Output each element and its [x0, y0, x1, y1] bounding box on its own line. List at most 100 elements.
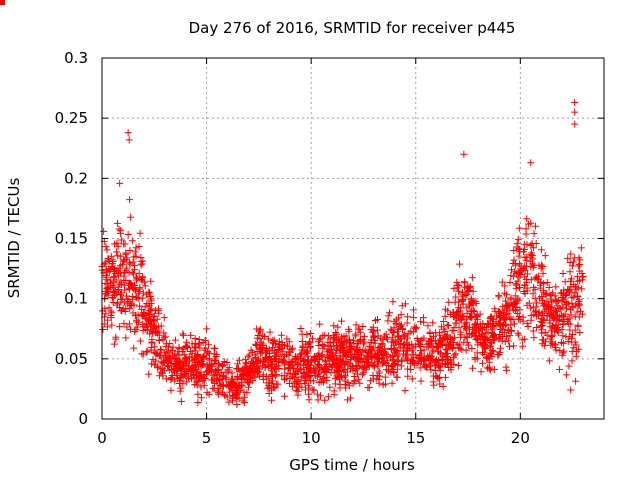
data-point: [417, 377, 425, 385]
data-points: [0, 0, 587, 409]
data-point: [482, 334, 490, 342]
data-point: [137, 275, 145, 283]
data-point: [176, 374, 184, 382]
data-point: [191, 339, 199, 347]
data-point: [245, 368, 253, 376]
data-point: [485, 352, 493, 360]
data-point: [506, 278, 514, 286]
data-point: [112, 276, 120, 284]
data-point: [468, 313, 476, 321]
data-point: [575, 254, 583, 262]
data-point: [454, 287, 462, 295]
data-point: [296, 351, 304, 359]
data-point: [124, 231, 132, 239]
data-point: [413, 360, 421, 368]
data-point: [564, 316, 572, 324]
data-point: [572, 377, 580, 385]
data-point: [490, 365, 498, 373]
data-point: [360, 332, 368, 340]
data-point: [116, 179, 124, 187]
data-point: [426, 330, 434, 338]
data-point: [443, 336, 451, 344]
data-point: [136, 337, 144, 345]
data-point: [539, 315, 547, 323]
data-point: [547, 338, 555, 346]
data-point: [387, 345, 395, 353]
data-point: [401, 330, 409, 338]
data-point: [543, 278, 551, 286]
data-point: [320, 342, 328, 350]
data-point: [120, 320, 128, 328]
data-point: [135, 243, 143, 251]
data-point: [130, 270, 138, 278]
data-point: [253, 348, 261, 356]
data-point: [389, 298, 397, 306]
data-point: [427, 366, 435, 374]
data-point: [377, 334, 385, 342]
data-point: [179, 380, 187, 388]
data-point: [215, 387, 223, 395]
data-point: [428, 342, 436, 350]
data-point: [555, 305, 563, 313]
data-point: [529, 263, 537, 271]
data-point: [268, 373, 276, 381]
data-point: [547, 341, 555, 349]
data-point: [294, 360, 302, 368]
data-point: [365, 383, 373, 391]
data-point: [145, 302, 153, 310]
data-point: [298, 330, 306, 338]
data-point: [480, 343, 488, 351]
data-point: [529, 290, 537, 298]
data-point: [183, 359, 191, 367]
data-point: [289, 364, 297, 372]
y-tick-label: 0.1: [64, 290, 88, 308]
data-point: [573, 292, 581, 300]
data-point: [521, 266, 529, 274]
data-point: [301, 386, 309, 394]
data-point: [480, 350, 488, 358]
data-point: [392, 320, 400, 328]
data-point: [110, 340, 118, 348]
data-point: [532, 307, 540, 315]
data-point: [351, 354, 359, 362]
data-point: [555, 317, 563, 325]
data-point: [348, 363, 356, 371]
data-point: [103, 246, 111, 254]
data-point: [291, 353, 299, 361]
data-point: [513, 243, 521, 251]
data-point: [543, 290, 551, 298]
data-point: [128, 237, 136, 245]
data-point: [271, 372, 279, 380]
data-point: [214, 377, 222, 385]
data-point: [268, 386, 276, 394]
data-point: [214, 389, 222, 397]
data-point: [165, 362, 173, 370]
data-point: [546, 319, 554, 327]
data-point: [311, 352, 319, 360]
data-point: [503, 333, 511, 341]
data-point: [145, 316, 153, 324]
data-point: [385, 365, 393, 373]
data-point: [257, 357, 265, 365]
data-point: [340, 344, 348, 352]
data-point: [320, 375, 328, 383]
data-point: [155, 336, 163, 344]
data-point: [376, 347, 384, 355]
data-point: [502, 297, 510, 305]
data-point: [461, 278, 469, 286]
data-point: [566, 320, 574, 328]
data-point: [558, 351, 566, 359]
data-point: [297, 366, 305, 374]
data-point: [234, 365, 242, 373]
data-point: [410, 306, 418, 314]
data-point: [196, 373, 204, 381]
data-point: [415, 358, 423, 366]
data-point: [131, 281, 139, 289]
data-point: [253, 341, 261, 349]
data-point: [435, 363, 443, 371]
data-point: [213, 350, 221, 358]
data-point: [265, 345, 273, 353]
data-point: [499, 303, 507, 311]
chart-title: Day 276 of 2016, SRMTID for receiver p44…: [189, 19, 516, 37]
data-point: [551, 343, 559, 351]
